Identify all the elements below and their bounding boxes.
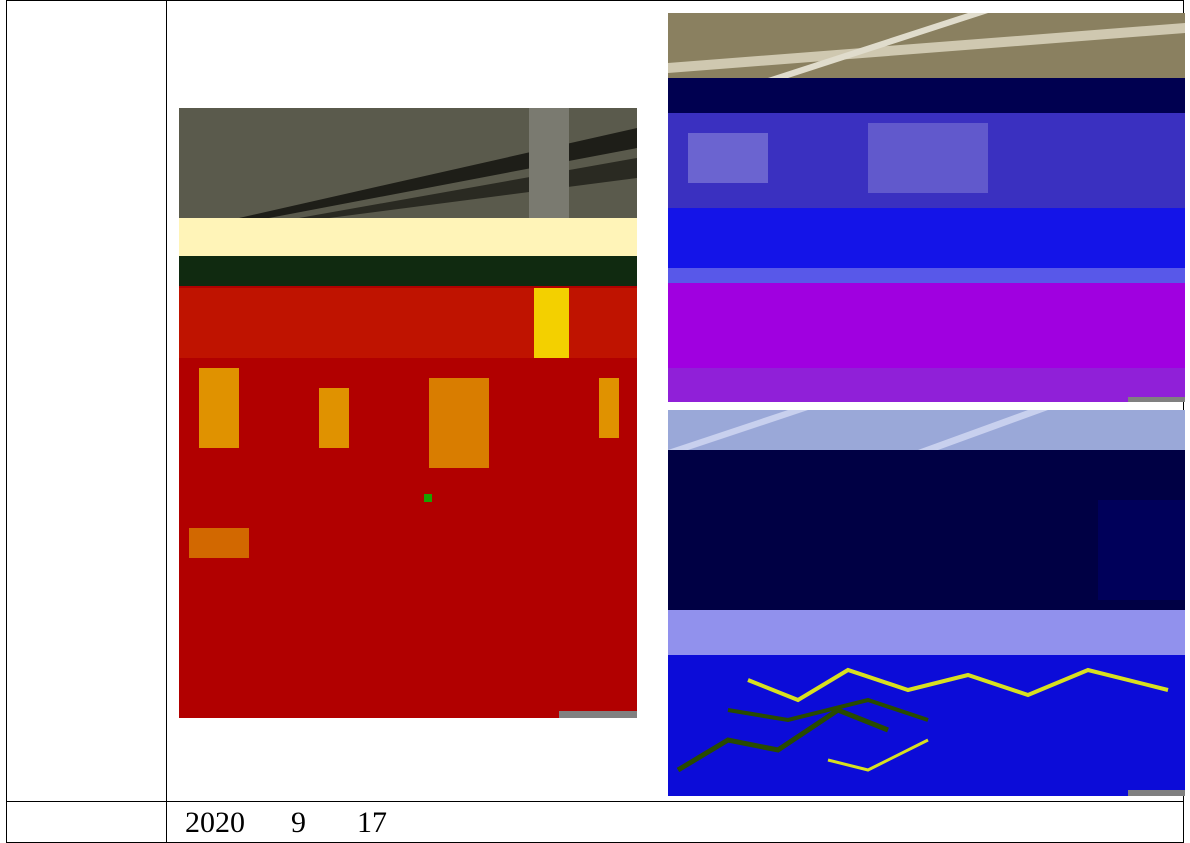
photo-bottom-right bbox=[668, 410, 1185, 796]
table-column-divider bbox=[166, 0, 167, 843]
date-text: 2020 9 17 bbox=[185, 806, 387, 840]
date-year: 2020 bbox=[185, 806, 245, 839]
date-month: 9 bbox=[291, 806, 306, 839]
photo-left bbox=[179, 108, 637, 718]
table-border-left bbox=[6, 0, 7, 843]
table-row-divider bbox=[6, 801, 1184, 802]
date-day: 17 bbox=[357, 806, 387, 839]
photo-top-right bbox=[668, 13, 1185, 402]
table-border-top bbox=[6, 0, 1184, 1]
